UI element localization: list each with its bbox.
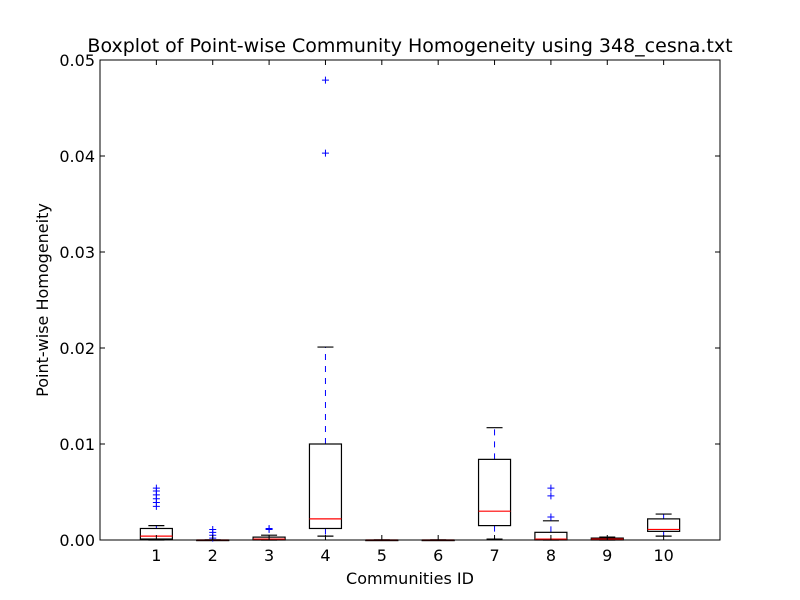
y-tick-label: 0.05 [59,51,95,70]
y-tick-label: 0.03 [59,243,95,262]
box-group-8 [534,484,568,541]
y-tick-label: 0.00 [59,531,95,550]
y-axis-label: Point-wise Homogeneity [33,203,52,397]
plot-frame [99,59,721,541]
flier-point [209,525,217,533]
y-tick-label: 0.04 [59,147,95,166]
x-tick-label: 6 [433,546,443,565]
flier-point [547,484,555,492]
x-tick-label: 9 [602,546,612,565]
x-axis-label: Communities ID [346,569,474,588]
flier-point [265,524,273,532]
flier-point [547,513,555,521]
axes: 0.00 0.01 0.02 0.03 0.04 0.05 1 2 3 4 5 6 7 8 9 10 [59,51,720,565]
box-group-10 [647,513,681,537]
box [647,518,681,532]
x-tick-label: 5 [377,546,387,565]
flier-point [152,484,160,492]
y-tick-label: 0.02 [59,339,95,358]
box [308,443,343,530]
x-tick-label: 8 [546,546,556,565]
x-tick-label: 3 [264,546,274,565]
y-tick-label: 0.01 [59,435,95,454]
plot-area [139,76,681,542]
x-tick-label: 10 [653,546,673,565]
x-tick-label: 7 [489,546,499,565]
flier-point [321,149,329,157]
box [477,458,512,527]
x-tick-label: 2 [208,546,218,565]
flier-point [547,492,555,500]
box-group-7 [477,427,512,540]
flier-point [321,76,329,84]
box-group-1 [139,484,173,541]
x-tick-label: 4 [320,546,330,565]
box-group-4 [308,76,343,537]
x-tick-label: 1 [151,546,161,565]
chart-title: Boxplot of Point-wise Community Homogene… [87,35,732,57]
